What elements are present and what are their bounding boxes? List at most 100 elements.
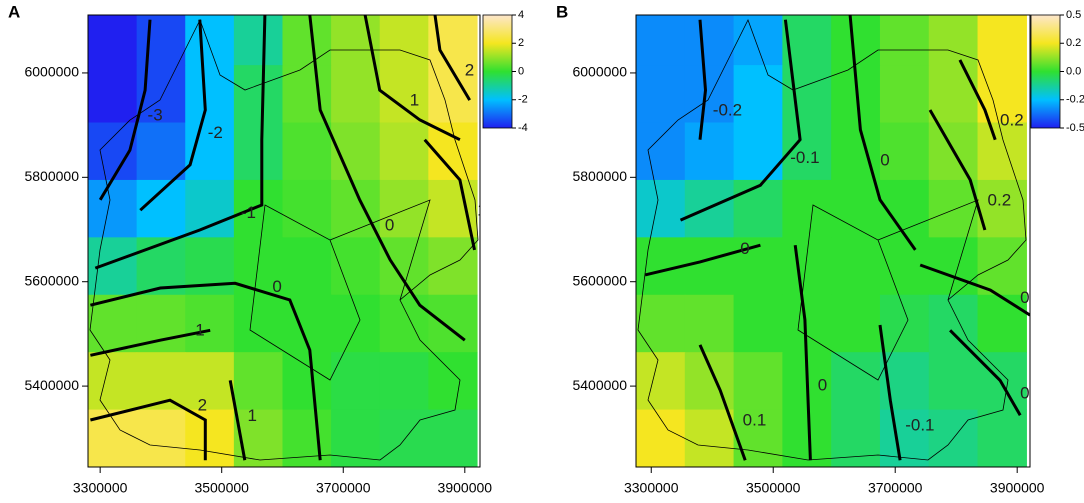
heat-cell	[331, 65, 381, 124]
heat-cell	[379, 179, 429, 238]
contour-label: 0	[740, 239, 749, 258]
heat-cell	[428, 294, 478, 353]
contour-line	[793, 245, 812, 461]
heat-cell	[282, 237, 332, 296]
map-area: -0.2 -0.1 0 0 0.1 -0.1 0 0 0.2 0.2 0	[636, 15, 1030, 467]
contour-label: 0.2	[988, 190, 1012, 209]
heat-cell	[733, 122, 783, 181]
contour-label: 0	[385, 215, 394, 234]
contour-line	[90, 281, 322, 461]
heat-cell	[331, 352, 381, 411]
heat-cell	[428, 237, 478, 296]
heat-cell	[185, 179, 235, 238]
x-tick-label: 3300000	[624, 480, 679, 496]
colorbar-tick-label: 4	[518, 9, 524, 21]
heat-cell	[831, 179, 881, 238]
x-tick-label: 3500000	[746, 480, 801, 496]
colorbar	[1030, 14, 1061, 129]
heat-cell	[379, 294, 429, 353]
contour-line	[90, 328, 211, 357]
heat-cell	[636, 352, 686, 411]
heat-cell	[185, 65, 235, 124]
heat-cell	[233, 15, 284, 66]
x-tick-label: 3900000	[990, 480, 1045, 496]
heat-cell	[88, 352, 138, 411]
panel-label: A	[8, 2, 20, 21]
heat-cell	[185, 294, 235, 353]
heat-cell	[684, 15, 735, 66]
heat-cell	[977, 122, 1027, 181]
x-tick-label: 3700000	[868, 480, 923, 496]
heat-cell	[977, 237, 1027, 296]
contour-label: 0	[1020, 383, 1029, 402]
map-area: -3 -2 -1 0 1 1 2 0 1 2 1	[88, 15, 480, 467]
heat-cell	[977, 409, 1027, 467]
contour-line	[98, 19, 152, 201]
state-borders	[637, 18, 1027, 461]
heat-cell	[636, 294, 686, 353]
heat-cell	[928, 237, 979, 296]
contour-label: -1	[241, 203, 256, 222]
contour-label: 0	[1020, 288, 1029, 307]
contour-label: 0	[818, 375, 827, 394]
heat-cell	[733, 15, 783, 66]
x-tick-label: 3300000	[73, 480, 128, 496]
contour-line	[878, 324, 902, 461]
colorbar-tick-label: -2	[518, 94, 528, 106]
colorbar-tick-label: -0.5	[1066, 122, 1084, 134]
heat-cell	[782, 237, 832, 296]
heat-cell	[379, 409, 429, 467]
contour-line	[363, 15, 461, 142]
heat-cell	[636, 15, 686, 66]
y-tick-label: 5400000	[24, 377, 79, 393]
heat-cell	[782, 65, 832, 124]
heat-cell	[733, 409, 783, 467]
heat-cell	[136, 179, 186, 238]
plot-frame	[635, 14, 1031, 468]
heat-cell	[88, 65, 138, 124]
contour-line	[139, 19, 207, 212]
contour-label: -0.1	[790, 148, 819, 167]
contour-line	[308, 15, 466, 342]
heat-cell	[636, 65, 686, 124]
contour-line	[928, 109, 987, 231]
heat-cell	[831, 294, 881, 353]
contour-line	[949, 329, 1022, 417]
contour-line	[433, 15, 471, 101]
heat-cell	[282, 65, 332, 124]
heat-cell	[379, 65, 429, 124]
heat-cell	[428, 352, 478, 411]
contour-label: -0.2	[713, 100, 742, 119]
heat-cell	[136, 409, 186, 467]
heat-cell	[879, 65, 930, 124]
heat-cell	[636, 179, 686, 238]
y-tick-label: 6000000	[24, 64, 79, 80]
contour-label: 0.2	[1000, 110, 1024, 129]
heat-cell	[136, 15, 186, 66]
heat-cell	[879, 294, 930, 353]
x-tick-label: 3700000	[316, 480, 371, 496]
heat-cell	[879, 122, 930, 181]
panel-b: -0.2 -0.1 0 0 0.1 -0.1 0 0 0.2 0.2 0 3300000 3500000…	[556, 2, 1084, 495]
contour-line	[698, 344, 747, 461]
heat-cell	[733, 294, 783, 353]
heat-cell	[233, 352, 284, 411]
heat-cell	[282, 179, 332, 238]
colorbar-tick-label: -0.2	[1066, 94, 1084, 106]
y-tick-label: 5400000	[572, 377, 627, 393]
colorbar-tick-label: -4	[518, 122, 528, 134]
heat-cell	[684, 409, 735, 467]
colorbar-tick-label: 2	[518, 37, 524, 49]
heat-cell	[928, 294, 979, 353]
heat-cell	[636, 122, 686, 181]
heat-cell	[282, 352, 332, 411]
heat-cell	[185, 352, 235, 411]
heat-cell	[879, 15, 930, 66]
heat-cell	[331, 294, 381, 353]
heat-cell	[136, 122, 186, 181]
heat-cell	[282, 122, 332, 181]
heat-cell	[233, 65, 284, 124]
contour-line	[919, 263, 1030, 317]
contour-label: 1	[410, 91, 419, 110]
